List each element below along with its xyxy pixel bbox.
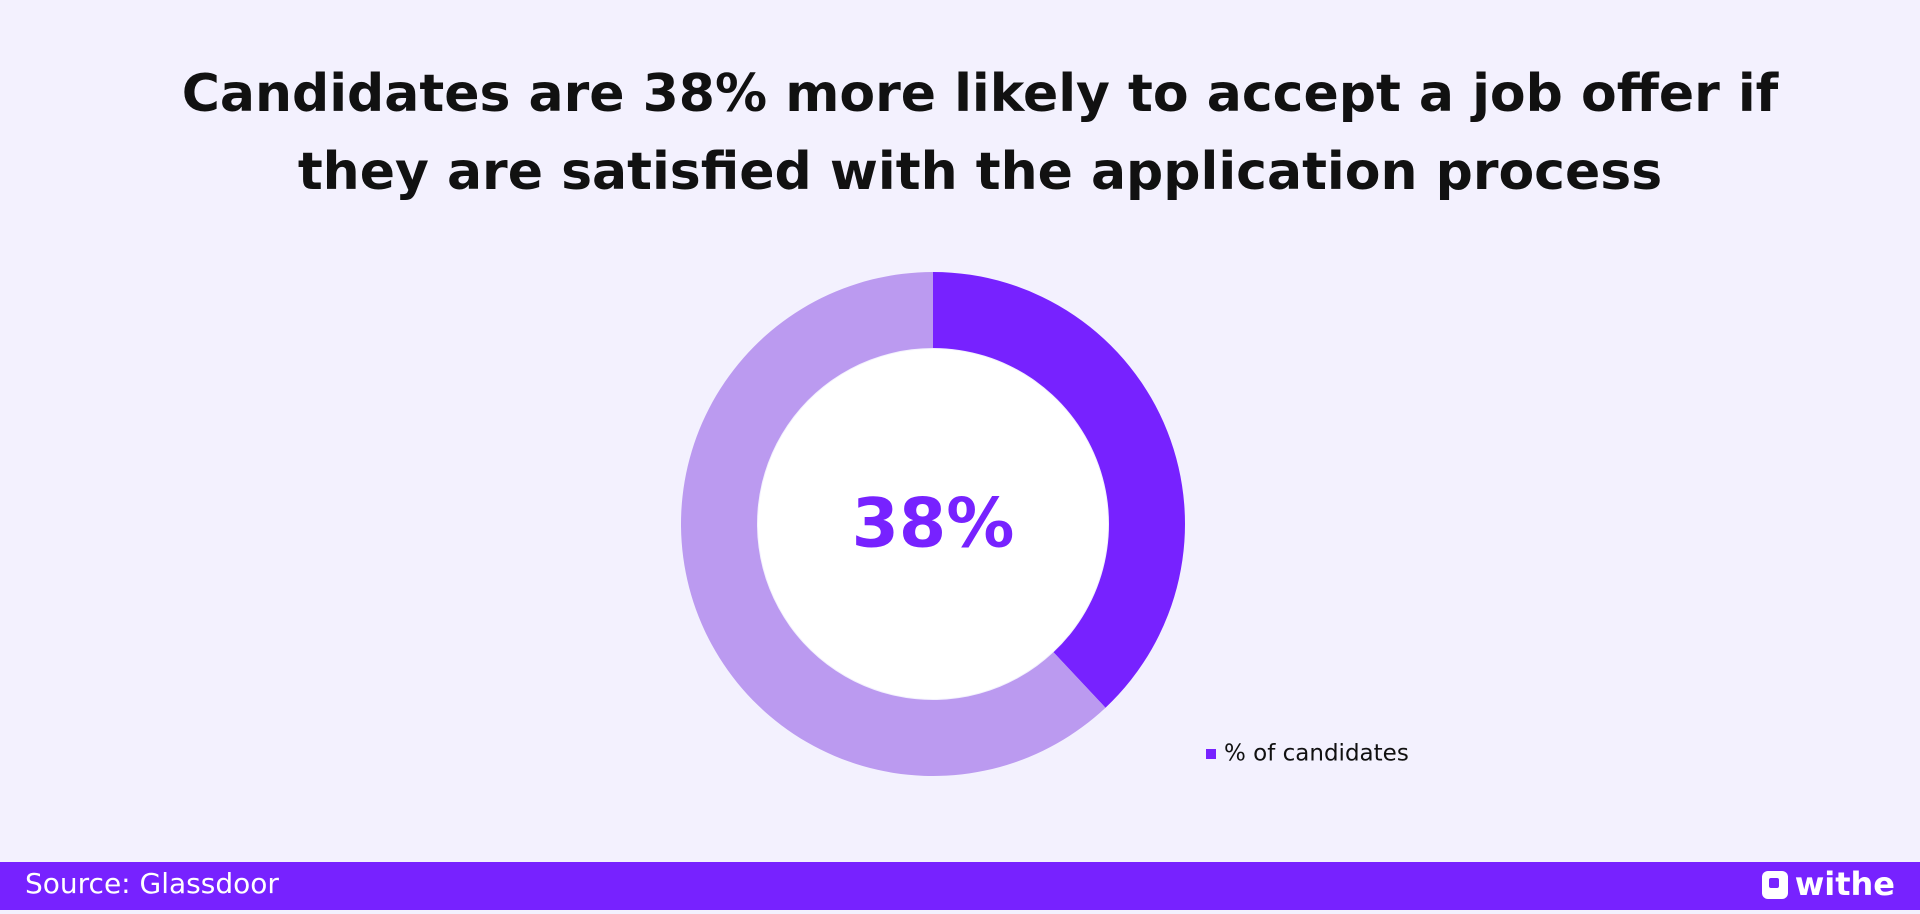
brand-icon-hole: [1769, 878, 1779, 888]
legend-label: % of candidates: [1224, 741, 1409, 767]
donut-slice: [681, 272, 1106, 776]
donut-hole: [758, 349, 1108, 699]
center-label: 38%: [852, 485, 1015, 564]
donut-slice: [933, 272, 1185, 708]
legend-swatch: [1206, 749, 1216, 759]
source: Source: Glassdoor: [25, 867, 279, 900]
brand: withe: [1795, 865, 1895, 903]
donut: 38% % of candidates: [681, 272, 1409, 776]
chart-title: they are satisfied with the application …: [298, 142, 1662, 202]
footer-bar: [0, 862, 1920, 910]
chart-title: Candidates are 38% more likely to accept…: [182, 64, 1780, 124]
